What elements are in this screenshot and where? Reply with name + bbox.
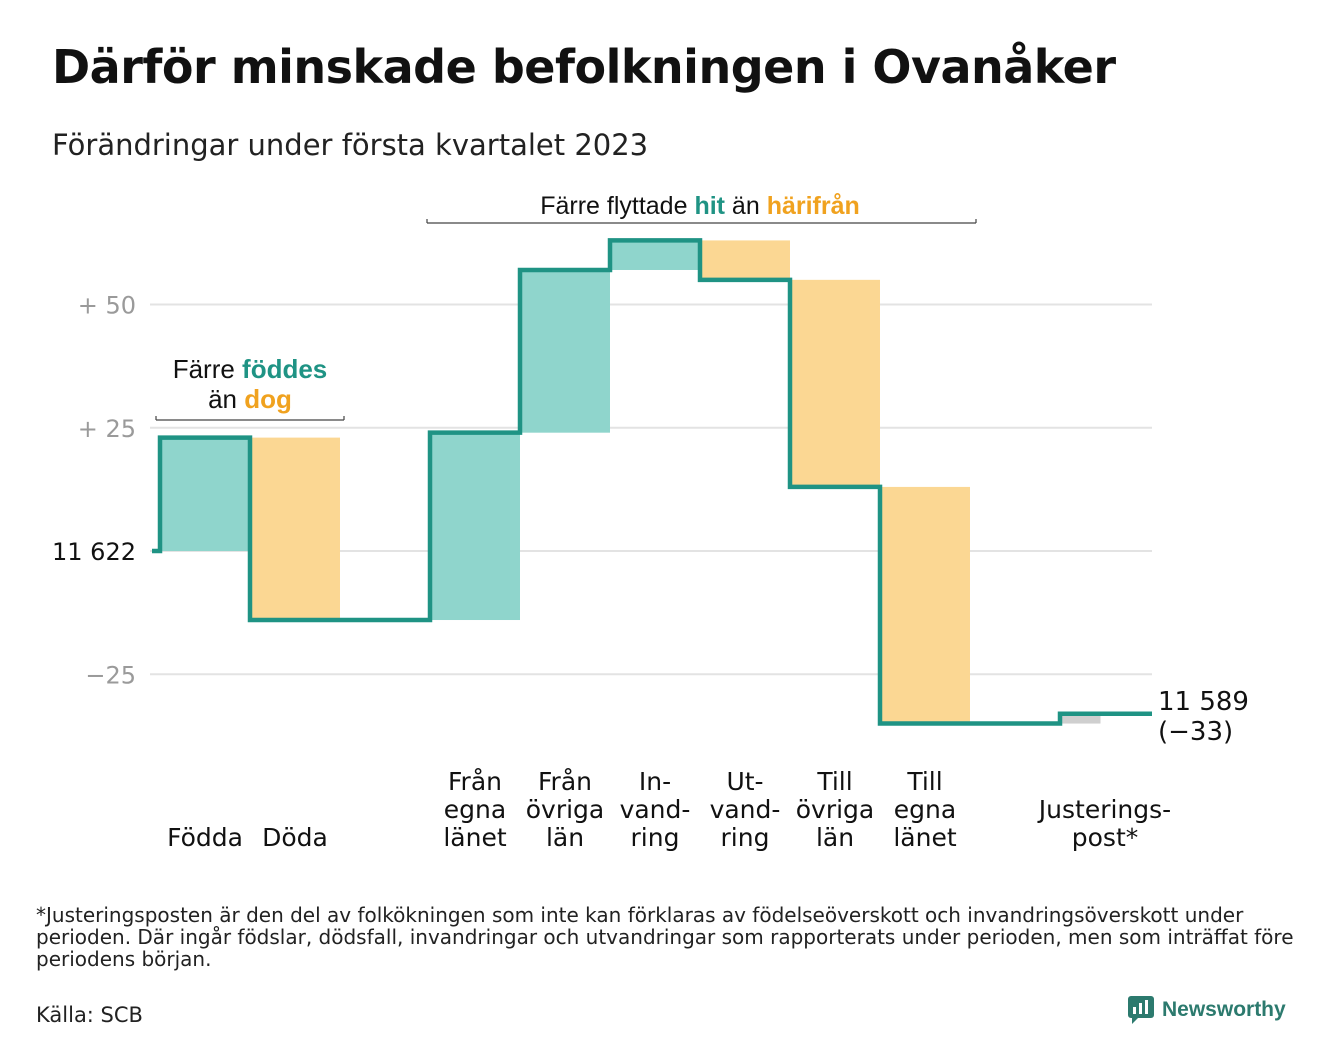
- category-label: egna: [444, 795, 506, 824]
- births-deaths-highlight2: dog: [244, 384, 292, 414]
- y-tick-label: + 25: [78, 415, 136, 443]
- source-label: Källa: SCB: [36, 1003, 143, 1027]
- waterfall-bar: [430, 432, 520, 621]
- category-label: ring: [631, 823, 680, 852]
- waterfall-bar: [160, 437, 250, 551]
- births-deaths-annotation-line1: Färre föddes: [173, 354, 328, 384]
- start-value-label: 11 622: [52, 538, 136, 566]
- category-label: Från: [538, 767, 592, 796]
- category-label: länet: [443, 823, 506, 852]
- births-deaths-prefix2: än: [208, 384, 244, 414]
- bars: [160, 240, 1101, 724]
- brand-logo: Newsworthy: [1128, 996, 1286, 1024]
- births-deaths-prefix1: Färre: [173, 354, 242, 384]
- category-label: Till: [816, 767, 852, 796]
- migration-highlight-harifran: härifrån: [767, 192, 860, 220]
- migration-prefix: Färre flyttade: [540, 192, 694, 220]
- end-label-value: 11 589: [1158, 687, 1249, 717]
- chart-subtitle: Förändringar under första kvartalet 2023: [52, 128, 649, 162]
- waterfall-bar: [520, 269, 610, 433]
- waterfall-bar: [610, 240, 700, 270]
- running-total-path: [152, 238, 1152, 726]
- annotations: Färre föddes än dog Färre flyttade hit ä…: [155, 192, 1249, 747]
- waterfall-bar: [250, 437, 340, 621]
- category-label: län: [546, 823, 584, 852]
- y-tick-label: −25: [85, 661, 136, 689]
- chart-title: Därför minskade befolkningen i Ovanåker: [52, 40, 1116, 94]
- category-label: vand-: [710, 795, 781, 824]
- category-label: länet: [893, 823, 956, 852]
- category-label: län: [816, 823, 854, 852]
- category-label: Till: [906, 767, 942, 796]
- births-deaths-highlight1: föddes: [242, 354, 327, 384]
- category-label: Ut-: [726, 767, 763, 796]
- migration-highlight-hit: hit: [694, 192, 725, 220]
- running-total-line: [152, 238, 1152, 726]
- category-label: ring: [721, 823, 770, 852]
- waterfall-bar: [880, 486, 970, 724]
- waterfall-bar: [700, 240, 790, 280]
- y-axis-ticks: + 50 + 25 11 622 −25: [52, 292, 136, 690]
- end-label-change: (−33): [1158, 717, 1233, 747]
- footnote: *Justeringsposten är den del av folkökni…: [36, 903, 1294, 971]
- category-label: övriga: [796, 795, 875, 824]
- category-label: Födda: [167, 823, 243, 852]
- waterfall-bar: [790, 279, 880, 487]
- category-label: övriga: [526, 795, 605, 824]
- y-tick-label: + 50: [78, 292, 136, 320]
- category-label: Justerings-: [1037, 795, 1171, 824]
- gridlines: [150, 303, 1152, 676]
- waterfall-bar: [1060, 713, 1101, 724]
- category-label: Döda: [262, 823, 328, 852]
- migration-annotation: Färre flyttade hit än härifrån: [540, 192, 860, 220]
- category-labels: Födda DödaFrånegnalänetFrånövrigalänIn-va…: [167, 767, 1171, 852]
- category-label: vand-: [620, 795, 691, 824]
- category-label: post*: [1072, 823, 1139, 852]
- newsworthy-logo-icon: [1128, 996, 1154, 1024]
- category-label: egna: [894, 795, 956, 824]
- category-label: In-: [639, 767, 671, 796]
- category-label: Från: [448, 767, 502, 796]
- migration-middle: än: [725, 192, 767, 220]
- brand-name: Newsworthy: [1162, 998, 1286, 1021]
- births-deaths-annotation-line2: än dog: [208, 384, 292, 414]
